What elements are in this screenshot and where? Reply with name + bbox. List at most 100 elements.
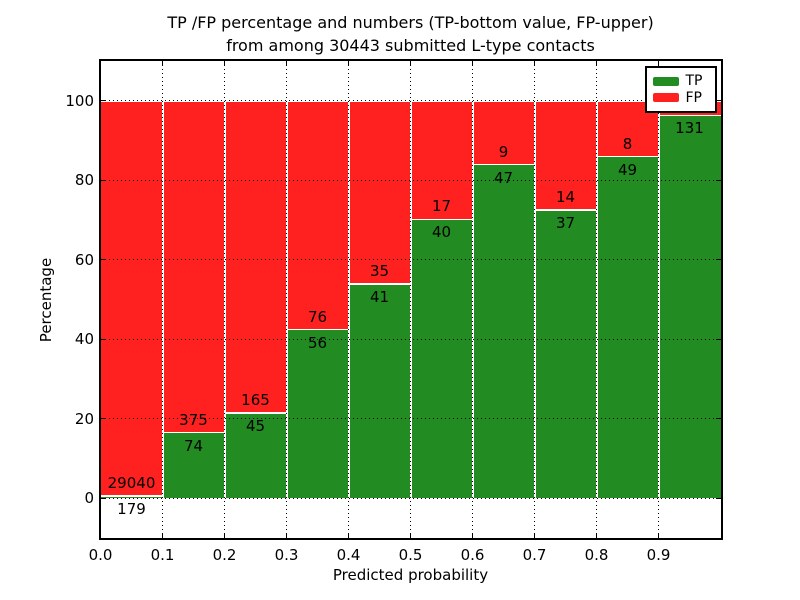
tp-count-label: 74 [183, 436, 204, 455]
tp-bar-segment [534, 209, 597, 499]
x-tick-mark [472, 61, 474, 66]
x-tick-mark [348, 61, 350, 66]
tp-bar-segment [410, 219, 473, 499]
fp-count-label: 375 [179, 410, 208, 429]
fp-count-label: 29040 [107, 473, 156, 492]
tp-bar-segment [224, 413, 287, 499]
y-tick-mark [715, 259, 721, 261]
gridline-vertical [596, 61, 597, 538]
fp-bar-segment [100, 100, 163, 496]
x-tick-mark [348, 533, 350, 538]
tp-bar-segment [658, 115, 721, 499]
y-tick-mark [100, 259, 106, 261]
fp-bar-segment [410, 100, 473, 220]
stack-boundary [162, 431, 225, 434]
y-tick-mark [715, 338, 721, 340]
y-tick-label: 100 [65, 91, 94, 110]
gridline-horizontal [100, 338, 721, 340]
stack-boundary [224, 412, 287, 414]
y-tick-mark [100, 338, 106, 340]
gridline-vertical [472, 61, 473, 538]
y-tick-label: 0 [84, 489, 94, 508]
gridline-horizontal [100, 418, 721, 420]
fp-count-label: 14 [555, 187, 576, 206]
tp-count-label: 131 [675, 119, 704, 138]
stack-boundary [658, 114, 721, 117]
y-tick-label: 20 [74, 409, 94, 428]
fp-count-label: 76 [307, 307, 328, 326]
legend-label-tp: TP [685, 73, 703, 90]
fp-bar-segment [224, 100, 287, 414]
y-tick-mark [100, 497, 106, 499]
plot-area: TP FP 29040 179 375 74 165 45 76 56 35 41 17 40 9 47 1… [98, 59, 723, 540]
gridline-vertical [162, 61, 163, 538]
tp-color-swatch [652, 76, 679, 86]
tp-count-label: 40 [431, 223, 452, 242]
x-tick-mark [286, 533, 288, 538]
y-tick-mark [100, 418, 106, 420]
x-tick-mark [410, 61, 412, 66]
legend-entry-fp: FP [652, 89, 709, 106]
y-tick-mark [715, 179, 721, 181]
x-tick-mark [596, 61, 598, 66]
stack-boundary [348, 283, 411, 285]
y-tick-mark [715, 418, 721, 420]
tp-count-label: 45 [245, 417, 266, 436]
x-tick-mark [658, 533, 660, 538]
tp-count-label: 37 [555, 213, 576, 232]
fp-count-label: 8 [622, 134, 633, 153]
stack-boundary [286, 328, 349, 331]
x-tick-mark [100, 61, 102, 66]
x-tick-mark [162, 61, 164, 66]
gridline-vertical [224, 61, 225, 538]
fp-count-label: 17 [431, 197, 452, 216]
x-tick-mark [162, 533, 164, 538]
tp-bar-segment [162, 432, 225, 499]
x-tick-label: 0.9 [646, 546, 671, 564]
stack-boundary [596, 155, 659, 158]
gridline-vertical [534, 61, 535, 538]
fp-bar-segment [348, 100, 411, 284]
x-tick-label: 0.8 [584, 546, 609, 564]
tp-bar-segment [596, 156, 659, 499]
gridline-vertical [286, 61, 287, 538]
fp-bar-segment [286, 100, 349, 330]
tp-bar-segment [286, 329, 349, 499]
x-tick-label: 0.2 [212, 546, 237, 564]
legend-entry-tp: TP [652, 73, 709, 90]
stack-boundary [472, 163, 535, 166]
x-tick-label: 0.1 [150, 546, 175, 564]
legend-label-fp: FP [685, 89, 703, 106]
tp-bar-segment [472, 164, 535, 499]
y-tick-mark [715, 100, 721, 102]
gridline-horizontal [100, 100, 721, 102]
x-tick-mark [100, 533, 102, 538]
x-tick-mark [286, 61, 288, 66]
tp-bar-segment [348, 283, 411, 499]
stack-boundary [534, 209, 597, 211]
x-tick-mark [534, 61, 536, 66]
stack-boundary [410, 218, 473, 221]
chart-title: TP /FP percentage and numbers (TP-bottom… [100, 11, 721, 57]
x-tick-label: 0.5 [398, 546, 423, 564]
y-tick-mark [100, 179, 106, 181]
x-tick-mark [224, 533, 226, 538]
y-tick-label: 40 [74, 330, 94, 349]
fp-count-label: 9 [498, 142, 509, 161]
fp-bar-segment [534, 100, 597, 210]
x-tick-mark [658, 61, 660, 66]
tp-count-label: 49 [617, 160, 638, 179]
x-tick-label: 0.3 [274, 546, 299, 564]
fp-count-label: 165 [241, 391, 270, 410]
x-tick-mark [472, 533, 474, 538]
x-tick-label: 0.7 [522, 546, 547, 564]
x-tick-mark [534, 533, 536, 538]
y-tick-label: 60 [74, 250, 94, 269]
x-tick-mark [410, 533, 412, 538]
tp-count-label: 56 [307, 333, 328, 352]
gridline-vertical [348, 61, 349, 538]
gridline-horizontal [100, 259, 721, 261]
x-axis-label: Predicted probability [332, 566, 489, 584]
fp-color-swatch [652, 93, 679, 103]
